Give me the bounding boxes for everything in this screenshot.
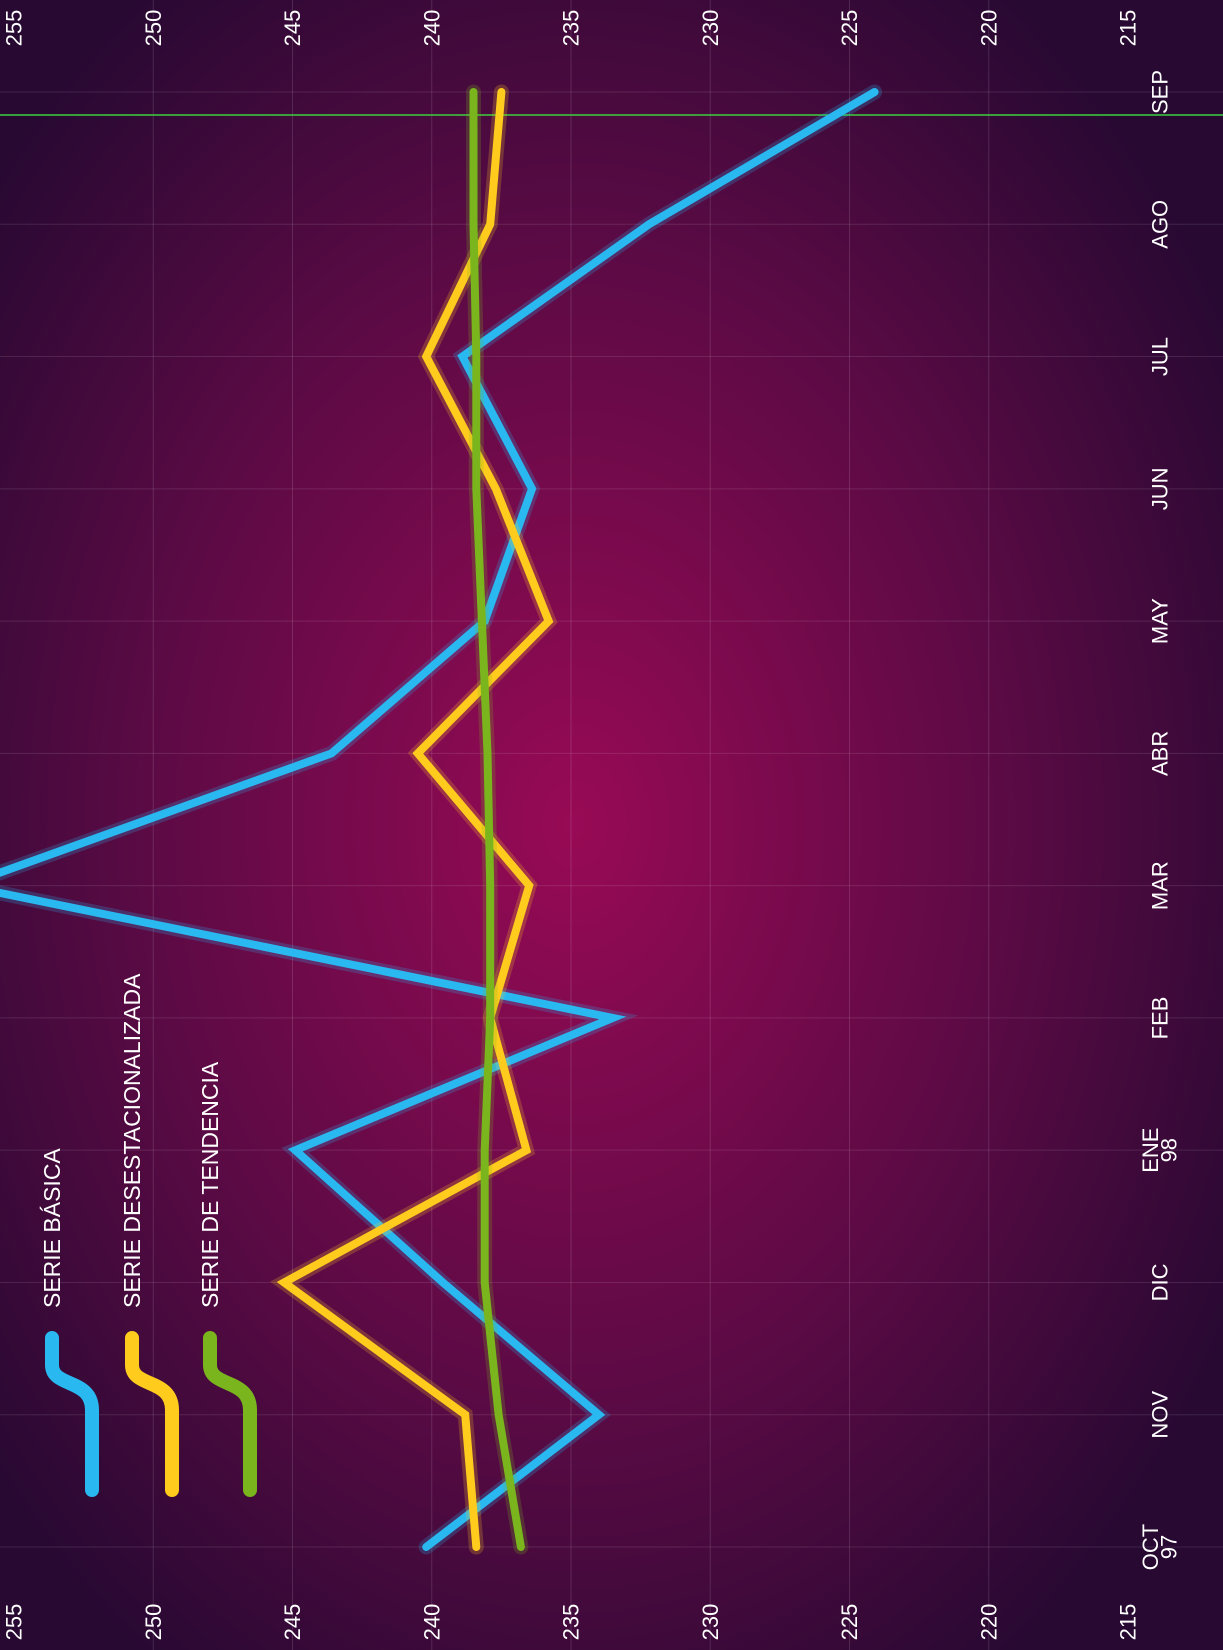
series-3-point (487, 1015, 493, 1021)
series-1-point (596, 1412, 602, 1418)
value-tick-label: 255 (2, 10, 27, 47)
series-3-point (487, 883, 493, 889)
value-axis-ticks: 215 215 220 220 225 225 230 230 235 235 240 240 245 2… (2, 10, 1141, 1641)
value-tick-label: 250 (141, 1604, 166, 1641)
series-3-point (482, 1147, 488, 1153)
series-2-point (415, 750, 421, 756)
category-label-line: AGO (1148, 200, 1173, 249)
category-label: SEP (1148, 70, 1173, 114)
series-line-3 (469, 88, 525, 1551)
category-label: MAR (1148, 861, 1173, 910)
series-3-point (484, 750, 490, 756)
series-2-point (493, 486, 499, 492)
category-label: DIC (1148, 1263, 1173, 1301)
series-line-1 (0, 88, 879, 1551)
series-1-point (459, 354, 465, 360)
category-label-line: SEP (1148, 70, 1173, 114)
category-label: JUN (1148, 467, 1173, 510)
value-tick-label: 230 (698, 10, 723, 47)
series-3-point (479, 618, 485, 624)
series-1-point (292, 1147, 298, 1153)
category-label: ABR (1148, 731, 1173, 776)
category-label-line: JUL (1148, 337, 1173, 376)
series-1-point (646, 221, 652, 227)
value-tick-label: 235 (559, 10, 584, 47)
value-tick-label: 255 (2, 1604, 27, 1641)
series-3-point (471, 221, 477, 227)
legend-swatch (125, 1331, 179, 1497)
value-tick-label: 240 (419, 1604, 444, 1641)
legend: SERIE BÁSICA SERIE DESESTACIONALIZADA SERI… (39, 973, 257, 1497)
value-tick-label: 225 (837, 1604, 862, 1641)
category-label-line: 97 (1157, 1535, 1182, 1559)
category-label-line: MAR (1148, 861, 1173, 910)
series-2-point (423, 354, 429, 360)
series-2-point (473, 1544, 479, 1550)
series-1-point (328, 750, 334, 756)
category-label-line: JUN (1148, 467, 1173, 510)
category-label-line: DIC (1148, 1263, 1173, 1301)
category-label: MAY (1148, 598, 1173, 644)
series-1-point (610, 1015, 616, 1021)
value-tick-label: 245 (280, 1604, 305, 1641)
category-label-line: FEB (1148, 997, 1173, 1040)
category-label: ENE98 (1138, 1128, 1182, 1173)
category-label-line: NOV (1148, 1391, 1173, 1439)
series-1-point (440, 1279, 446, 1285)
series-2-point (281, 1279, 287, 1285)
value-tick-label: 215 (1116, 1604, 1141, 1641)
series-2-point (523, 1147, 529, 1153)
series-2-point (526, 883, 532, 889)
legend-label: SERIE DESESTACIONALIZADA (119, 973, 145, 1308)
value-tick-label: 250 (141, 10, 166, 47)
category-axis-labels: OCT97 NOV DIC ENE98 FEB MAR ABR MAY JUN JUL AGO SEP (1138, 70, 1182, 1570)
series-1-point (529, 486, 535, 492)
value-tick-label: 240 (419, 10, 444, 47)
category-label-line: 98 (1157, 1138, 1182, 1162)
series-3-point (473, 354, 479, 360)
category-label: OCT97 (1138, 1524, 1182, 1570)
legend-label: SERIE DE TENDENCIA (197, 1061, 223, 1308)
value-tick-label: 220 (976, 1604, 1001, 1641)
series-2-point (498, 89, 504, 95)
series-3-point (518, 1544, 524, 1550)
value-tick-label: 215 (1116, 10, 1141, 47)
legend-swatch (203, 1331, 257, 1497)
category-label: NOV (1148, 1391, 1173, 1439)
legend-label: SERIE BÁSICA (39, 1148, 65, 1308)
category-label-line: MAY (1148, 598, 1173, 644)
series-3-point (482, 1279, 488, 1285)
category-label: JUL (1148, 337, 1173, 376)
value-tick-label: 225 (837, 10, 862, 47)
series-lines (0, 84, 883, 1555)
series-1-point (423, 1544, 429, 1550)
value-tick-label: 245 (280, 10, 305, 47)
category-label-line: OCT (1138, 1524, 1163, 1570)
value-tick-label: 220 (976, 10, 1001, 47)
series-3-point (473, 486, 479, 492)
series-2-point (462, 1412, 468, 1418)
series-3-point (496, 1412, 502, 1418)
category-label-line: ABR (1148, 731, 1173, 776)
series-3-point (471, 89, 477, 95)
series-line-2 (276, 88, 554, 1551)
value-tick-label: 230 (698, 1604, 723, 1641)
category-label: FEB (1148, 997, 1173, 1040)
series-1-point (872, 89, 878, 95)
value-tick-label: 235 (559, 1604, 584, 1641)
category-label-line: ENE (1138, 1128, 1163, 1173)
category-label: AGO (1148, 200, 1173, 249)
series-2-point (546, 618, 552, 624)
series-2-point (487, 221, 493, 227)
legend-swatch (45, 1331, 99, 1497)
